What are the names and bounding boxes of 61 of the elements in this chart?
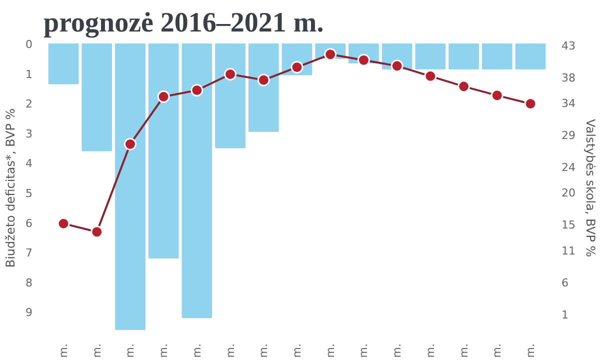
bar <box>415 44 446 70</box>
y-tick-label: 1 <box>26 68 32 81</box>
bar <box>482 44 512 70</box>
point <box>224 68 237 80</box>
x-tick-label: m. <box>257 343 270 358</box>
point <box>190 84 204 97</box>
point <box>390 60 404 72</box>
y-tick-label: 2 <box>26 98 32 111</box>
bar <box>82 44 112 152</box>
x-tick-label: m. <box>490 343 504 358</box>
y-tick-label: 6 <box>26 216 32 230</box>
x-tick-label: m. <box>190 343 204 358</box>
bar <box>215 44 246 148</box>
bar <box>115 44 146 330</box>
point <box>157 90 170 103</box>
y-tick-label: 4 <box>26 157 32 170</box>
y2-tick-label: 34 <box>562 96 576 110</box>
y-tick-label: 7 <box>26 246 32 260</box>
x-tick-label: m. <box>524 343 537 358</box>
x-tick-label: m. <box>124 343 137 358</box>
bar <box>248 44 279 132</box>
point <box>57 217 70 230</box>
y2-tick-label: 20 <box>562 186 576 200</box>
bar <box>148 44 179 259</box>
x-tick-label: m. <box>57 343 70 358</box>
y2-tick-label: 6 <box>562 276 568 290</box>
y-axis-title: Biudžeto deficitas*, BVP % <box>4 108 18 268</box>
x-tick-label: m. <box>224 343 237 358</box>
y2-tick-label: 11 <box>562 244 576 258</box>
y2-axis-title: Valstybės skola, BVP % <box>583 118 598 258</box>
y-tick-label: 3 <box>26 127 32 140</box>
x-tick-label: m. <box>457 343 470 358</box>
y2-tick-label: 1 <box>562 308 568 322</box>
x-tick-label: m. <box>157 343 170 358</box>
y2-tick-label: 29 <box>562 128 576 142</box>
y2-tick-label: 24 <box>562 161 576 174</box>
x-tick-label: m. <box>90 343 104 358</box>
y-tick-label: 8 <box>26 276 32 290</box>
chart-title: prognozė 2016–2021 m. <box>44 8 324 38</box>
y2-tick-label: 15 <box>562 218 576 232</box>
point <box>458 80 470 93</box>
bar <box>448 44 479 70</box>
y-tick-label: 5 <box>26 186 32 200</box>
bar <box>48 44 79 84</box>
point <box>124 138 136 150</box>
x-tick-label: m. <box>357 343 370 358</box>
x-tick-label: m. <box>324 343 337 358</box>
point <box>257 74 270 86</box>
point <box>290 60 304 74</box>
bar <box>182 44 212 318</box>
y-tick-label: 0 <box>26 38 32 51</box>
point <box>490 89 504 102</box>
point <box>90 226 104 238</box>
point <box>424 70 437 82</box>
x-tick-label: m. <box>390 343 404 358</box>
bar <box>515 44 546 70</box>
x-tick-label: m. <box>290 343 304 358</box>
x-tick-label: m. <box>424 343 437 358</box>
y2-tick-label: 43 <box>562 39 576 52</box>
y-tick-label: 9 <box>26 306 32 320</box>
y2-tick-label: 38 <box>562 71 576 84</box>
